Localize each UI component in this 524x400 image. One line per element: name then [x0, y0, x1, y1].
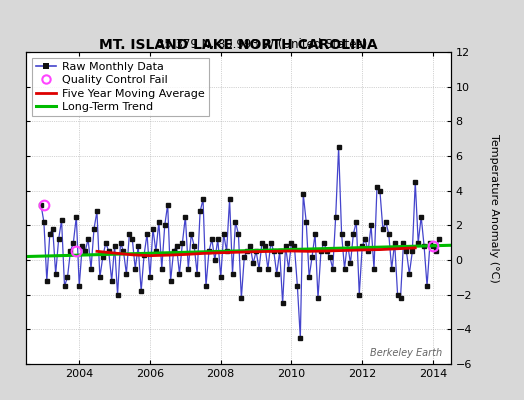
Legend: Raw Monthly Data, Quality Control Fail, Five Year Moving Average, Long-Term Tren: Raw Monthly Data, Quality Control Fail, …: [32, 58, 209, 116]
Text: 35.379 N, 80.993 W (United States): 35.379 N, 80.993 W (United States): [157, 38, 367, 51]
Text: Berkeley Earth: Berkeley Earth: [370, 348, 442, 358]
Title: MT. ISLAND LAKE NORTH CAROLINA: MT. ISLAND LAKE NORTH CAROLINA: [99, 38, 378, 52]
Y-axis label: Temperature Anomaly (°C): Temperature Anomaly (°C): [489, 134, 499, 282]
